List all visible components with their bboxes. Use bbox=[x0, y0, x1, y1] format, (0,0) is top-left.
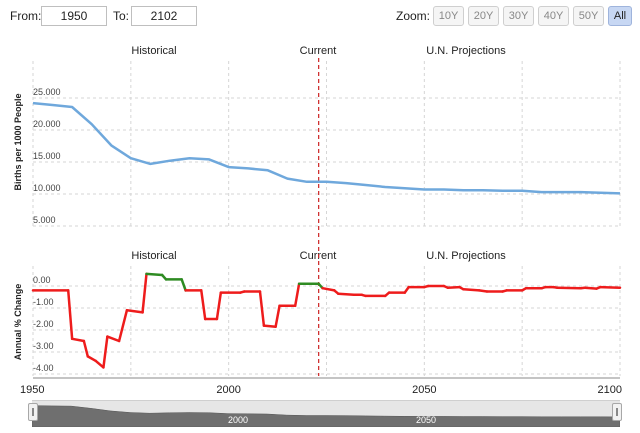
zoom-label: Zoom: bbox=[396, 9, 431, 23]
navigator-right-handle[interactable] bbox=[612, 403, 622, 421]
bottom-historical-label: Historical bbox=[131, 250, 176, 262]
annual-change-segment bbox=[293, 282, 301, 308]
annual-change-segment bbox=[82, 339, 90, 358]
range-navigator[interactable]: 2000 2050 bbox=[32, 400, 620, 427]
top-current-label: Current bbox=[300, 45, 337, 57]
from-date-input[interactable]: 1950 bbox=[41, 6, 107, 26]
annual-change-segment bbox=[180, 278, 187, 292]
top-historical-label: Historical bbox=[131, 45, 176, 57]
navigator-area bbox=[32, 405, 620, 427]
annual-change-segment bbox=[145, 272, 164, 277]
annual-change-segment bbox=[336, 292, 356, 297]
annual-change-segment bbox=[274, 304, 281, 328]
annual-change-segment bbox=[106, 335, 121, 343]
birth-rate-chart: Historical Current U.N. Projections Hist… bbox=[13, 45, 622, 396]
zoom-40y-button[interactable]: 40Y bbox=[538, 6, 569, 26]
annual-change-segment bbox=[262, 324, 277, 328]
annual-change-segment bbox=[86, 355, 97, 363]
top-y-tick-label: 5.000 bbox=[33, 215, 56, 225]
toolbar: From: 1950 To: 2102 Zoom: 10Y 20Y 30Y 40… bbox=[0, 0, 640, 34]
x-tick-label: 2100 bbox=[598, 384, 622, 396]
annual-change-segment bbox=[125, 308, 144, 314]
bottom-y-tick-label: 0.00 bbox=[33, 275, 51, 285]
annual-change-segment bbox=[141, 272, 148, 314]
bottom-current-label: Current bbox=[300, 250, 337, 262]
x-tick-label: 2000 bbox=[216, 384, 240, 396]
bottom-y-tick-label: -1.00 bbox=[33, 297, 54, 307]
annual-change-segment bbox=[117, 308, 129, 343]
navigator-label-2000: 2000 bbox=[228, 415, 248, 425]
annual-change-segment bbox=[66, 289, 74, 341]
top-y-tick-label: 10.000 bbox=[33, 183, 61, 193]
annual-change-segment bbox=[321, 286, 336, 292]
x-tick-label: 2050 bbox=[412, 384, 436, 396]
navigator-left-handle[interactable] bbox=[28, 403, 38, 421]
zoom-10y-button[interactable]: 10Y bbox=[433, 6, 464, 26]
annual-change-segment bbox=[200, 289, 207, 321]
navigator-preview: 2000 2050 bbox=[32, 405, 620, 427]
zoom-50y-button[interactable]: 50Y bbox=[573, 6, 604, 26]
bottom-y-tick-label: -3.00 bbox=[33, 341, 54, 351]
bottom-y-tick-label: -2.00 bbox=[33, 319, 54, 329]
annual-change-segment bbox=[102, 335, 109, 369]
x-tick-label: 1950 bbox=[20, 384, 44, 396]
zoom-30y-button[interactable]: 30Y bbox=[503, 6, 534, 26]
navigator-label-2050: 2050 bbox=[416, 415, 436, 425]
to-label: To: bbox=[113, 9, 130, 23]
annual-change-segment bbox=[446, 285, 461, 290]
from-label: From: bbox=[10, 9, 42, 23]
bottom-y-tick-label: -4.00 bbox=[33, 363, 54, 373]
annual-change-segment bbox=[258, 290, 266, 327]
annual-change-segment bbox=[583, 286, 598, 290]
to-date-input[interactable]: 2102 bbox=[131, 6, 197, 26]
top-y-axis-title: Births per 1000 People bbox=[13, 93, 23, 190]
annual-change-segment bbox=[70, 337, 86, 343]
zoom-20y-button[interactable]: 20Y bbox=[468, 6, 499, 26]
top-y-tick-label: 15.000 bbox=[33, 151, 61, 161]
top-projections-label: U.N. Projections bbox=[426, 45, 506, 57]
zoom-all-button[interactable]: All bbox=[608, 6, 632, 26]
birth-rate-line bbox=[32, 101, 621, 195]
bottom-y-axis-title: Annual % Change bbox=[13, 284, 23, 361]
bottom-projections-label: U.N. Projections bbox=[426, 250, 506, 262]
annual-change-segment bbox=[215, 291, 223, 321]
top-y-tick-label: 25.000 bbox=[33, 87, 61, 97]
annual-change-segment bbox=[462, 288, 481, 292]
annual-change-segment bbox=[477, 289, 489, 293]
annual-change-segment bbox=[599, 285, 622, 290]
top-y-tick-label: 20.000 bbox=[33, 119, 61, 129]
annual-change-segment bbox=[94, 359, 105, 369]
